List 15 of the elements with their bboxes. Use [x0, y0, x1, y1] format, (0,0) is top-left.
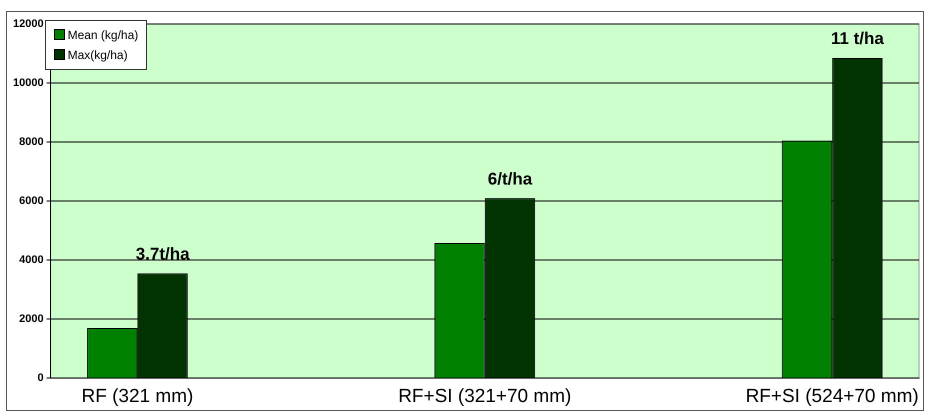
y-tick-label: 8000 — [19, 136, 44, 148]
y-tick-label: 0 — [37, 372, 44, 384]
annotation: 6/t/ha — [488, 169, 533, 188]
x-tick-label: RF+SI (321+70 mm) — [398, 386, 572, 407]
annotation: 11 t/ha — [830, 29, 884, 48]
annotation: 3.7t/ha — [136, 244, 190, 264]
x-tick-label: RF+SI (524+70 mm) — [746, 386, 919, 407]
y-tick-label: 6000 — [19, 195, 44, 208]
y-tick-label: 12000 — [12, 18, 44, 30]
legend-label: Max(kg/ha) — [66, 47, 129, 64]
y-tick-label: 2000 — [19, 313, 44, 326]
y-tick-label: 4000 — [19, 254, 44, 266]
y-tick-label: 10000 — [12, 77, 44, 90]
x-tick-label: RF (321 mm) — [81, 386, 194, 407]
legend-label: Mean (kg/ha) — [66, 27, 138, 44]
